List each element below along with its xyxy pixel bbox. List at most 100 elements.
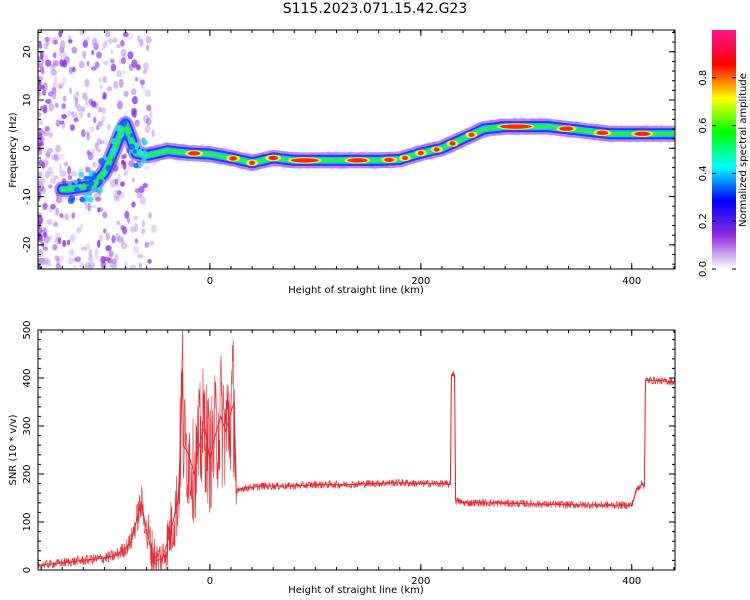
spectrogram-noise-blob <box>40 186 46 195</box>
spectrogram-core-red <box>449 141 456 146</box>
snr-axis-ticks: 0 100 200 300 400 500 <box>22 320 675 573</box>
spectrogram-left-blob <box>138 148 143 153</box>
spectrogram-noise-blob <box>115 233 120 242</box>
spectrogram-noise-blob <box>134 222 139 232</box>
spectrogram-noise-blob <box>82 39 89 48</box>
spectrogram-left-blob <box>84 193 88 197</box>
spectrogram-noise-blob <box>107 257 113 264</box>
spectrogram-noise-blob <box>116 190 122 195</box>
spectrogram-noise-blob <box>80 129 86 138</box>
spectrogram-noise-blob <box>54 60 60 68</box>
spectrogram-noise-blob <box>45 160 50 166</box>
spectrogram-noise-blob <box>78 111 84 118</box>
spectrogram-noise-blob <box>62 59 68 68</box>
spectrogram-noise-blob <box>103 41 108 49</box>
spectrogram-noise-blob <box>94 251 99 260</box>
frequency-tick-label: -10 <box>22 188 33 204</box>
spectrogram-left-blob <box>87 192 93 197</box>
spectrogram-noise-blob <box>52 52 57 59</box>
spectrogram-left-blob <box>141 157 147 164</box>
spectrogram-left-blob <box>129 133 135 138</box>
spectrogram-halo <box>59 174 65 178</box>
spectrogram-noise-blob <box>97 207 101 213</box>
spectrogram-left-blob <box>110 138 117 145</box>
frequency-tick-label: -20 <box>22 237 33 253</box>
spectrogram-noise-blob <box>133 215 138 221</box>
spectrogram-left-blob <box>87 180 95 187</box>
spectrogram-noise-blob <box>38 196 41 202</box>
height-tick-label: 400 <box>622 576 641 587</box>
spectrogram-noise-blob <box>96 51 102 59</box>
spectrogram-noise-blob <box>105 244 112 252</box>
spectrogram-noise-blob <box>148 240 155 246</box>
spectrogram-noise-blob <box>43 42 49 50</box>
spectrogram-noise-blob <box>76 226 82 234</box>
spectrogram-noise-blob <box>90 204 97 209</box>
spectrogram-noise-blob <box>43 232 47 238</box>
spectrogram-noise-blob <box>79 261 84 269</box>
spectrogram-left-blob <box>86 185 92 191</box>
frequency-tick-label: 20 <box>22 45 33 58</box>
spectrogram-noise-blob <box>75 91 79 96</box>
spectrogram-frame <box>37 29 676 270</box>
spectrogram-noise-blob <box>120 181 125 187</box>
spectrogram-noise-blob <box>126 217 131 224</box>
spectrogram-left-blob <box>142 139 148 146</box>
spectrogram-noise-blob <box>104 30 111 38</box>
spectrogram-noise-blob <box>55 263 61 269</box>
spectrogram-noise-blob <box>56 264 62 269</box>
spectrogram-noise-blob <box>67 175 73 180</box>
spectrogram-noise-blob <box>55 207 60 216</box>
spectrogram-noise-blob <box>59 170 67 177</box>
spectrogram-halo <box>152 161 157 165</box>
spectrogram-noise-blob <box>68 39 73 44</box>
spectrogram-noise-blob <box>58 30 63 38</box>
spectrogram-noise-blob <box>48 170 56 178</box>
spectrogram-noise-blob <box>114 180 120 188</box>
spectrogram-noise-blob <box>142 182 148 189</box>
spectrogram-noise-blob <box>103 60 109 66</box>
spectrogram-noise-blob <box>118 78 124 88</box>
spectrogram-core-red <box>417 150 424 156</box>
spectrogram-noise-blob <box>131 96 138 105</box>
spectrogram-noise-blob <box>39 58 44 67</box>
spectrogram-noise-blob <box>50 203 56 210</box>
spectrogram-noise-blob <box>53 154 60 163</box>
spectrogram-noise-blob <box>73 94 77 101</box>
snr-plot-area <box>38 330 675 570</box>
spectrogram-noise-blob <box>82 92 88 101</box>
spectrogram-noise-blob <box>55 144 61 153</box>
spectrogram-noise-blob <box>116 43 122 49</box>
colorbar: 0.0 0.2 0.4 0.6 0.8 Normalized spectral ampl… <box>698 30 749 277</box>
spectrogram-noise-blob <box>131 107 137 115</box>
spectrogram-noise-blob <box>97 106 103 113</box>
spectrogram-noise-blob <box>49 234 53 240</box>
spectrogram-noise-blob <box>53 75 58 83</box>
spectrogram-noise-blob <box>46 154 51 159</box>
spectrogram-halo <box>349 149 355 154</box>
spectrogram-noise-blob <box>122 153 128 159</box>
spectrogram-left-blob <box>109 147 116 154</box>
spectrogram-noise-blob <box>113 195 120 202</box>
spectrogram-noise-blob <box>100 255 106 264</box>
spectrogram-noise-blob <box>39 76 44 81</box>
spectrogram-core-red <box>499 124 532 129</box>
spectrogram-noise-blob <box>68 248 75 256</box>
snr-tick-label: 100 <box>22 512 33 531</box>
spectrogram-noise-blob <box>143 88 147 93</box>
spectrogram-left-blob <box>121 121 128 127</box>
spectrogram-noise-blob <box>120 39 125 47</box>
spectrogram-noise-blob <box>52 60 59 67</box>
snr-frame <box>37 329 676 571</box>
spectrogram-left-blob <box>68 195 76 203</box>
spectrogram-noise-blob <box>79 223 84 229</box>
height-tick-label: 0 <box>207 276 213 287</box>
spectrogram-noise-blob <box>92 148 96 154</box>
spectrogram-noise-blob <box>148 212 152 219</box>
spectrogram-core-red <box>249 160 256 165</box>
spectrogram-noise-blob <box>86 132 90 141</box>
spectrogram-noise-blob <box>58 84 63 89</box>
spectrogram-noise-blob <box>59 50 66 59</box>
spectrogram-core-red <box>347 158 368 163</box>
spectrogram-noise-blob <box>101 43 106 52</box>
